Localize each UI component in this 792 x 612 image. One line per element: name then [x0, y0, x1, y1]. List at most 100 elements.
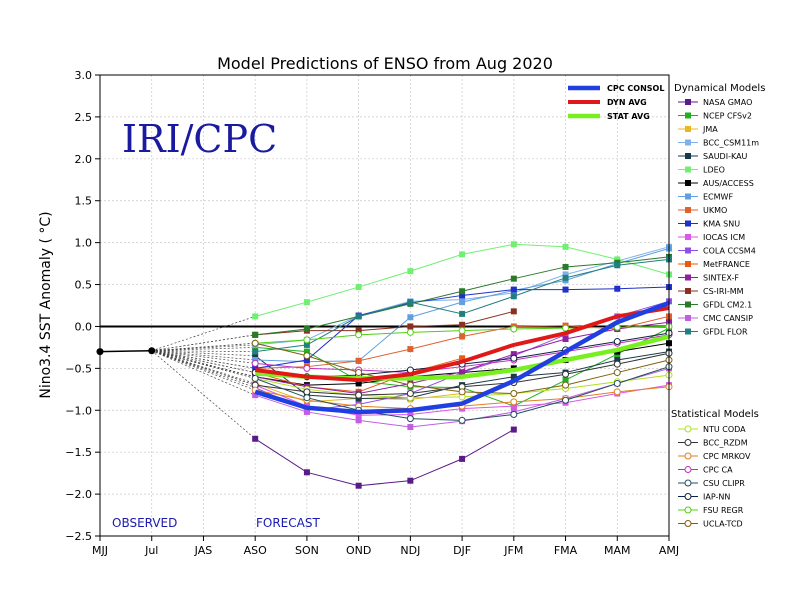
model-point: [613, 379, 621, 387]
model-point: [355, 284, 362, 291]
model-point: [459, 368, 466, 375]
legend-swatch-marker: [684, 520, 692, 527]
model-point: [562, 324, 570, 332]
legend-swatch-marker: [684, 466, 692, 473]
model-point: [252, 331, 259, 338]
legend-label: CPC CONSOL: [607, 84, 664, 93]
model-point: [614, 262, 621, 269]
observed-label: OBSERVED: [112, 516, 177, 530]
legend-label: STAT AVG: [607, 112, 650, 121]
model-point: [459, 292, 466, 299]
model-point: [251, 374, 259, 382]
y-tick-label: 1.0: [75, 237, 93, 250]
legend-label: UKMO: [703, 206, 727, 215]
model-point: [562, 377, 569, 384]
legend-swatch-marker: [685, 247, 691, 254]
guide-line: [151, 350, 256, 357]
legend-label: NCEP CFSv2: [703, 112, 752, 121]
x-axis-ticks: MJJ Jul JAS ASO SON OND NDJ DJF JFM FMA MAM AMJ: [92, 536, 679, 557]
model-point: [510, 308, 517, 315]
legend-label: SAUDI-KAU: [703, 152, 748, 161]
legend-label: NASA GMAO: [703, 98, 752, 107]
model-point: [459, 355, 466, 362]
model-point: [459, 333, 466, 340]
model-point: [510, 373, 517, 380]
y-tick-label: 2.0: [75, 153, 93, 166]
model-point: [303, 336, 311, 344]
model-point: [355, 380, 362, 387]
model-point: [562, 370, 570, 378]
model-point: [303, 388, 311, 396]
model-point: [407, 346, 414, 353]
model-point: [562, 274, 569, 281]
model-point: [614, 356, 621, 363]
model-point: [355, 482, 362, 489]
model-point: [562, 381, 570, 389]
legend-label: IOCAS ICM: [703, 233, 745, 242]
x-tick-label: JFM: [503, 544, 523, 557]
x-tick-label: SON: [295, 544, 319, 557]
legend-label: CMC CANSIP: [703, 314, 753, 323]
model-point: [613, 360, 621, 368]
model-point: [562, 396, 570, 404]
legend-swatch-marker: [685, 220, 691, 227]
model-point: [252, 313, 259, 320]
model-point: [303, 299, 310, 306]
model-point: [355, 417, 362, 424]
legend-swatch-marker: [685, 207, 691, 213]
legend-label: UCLA-TCD: [703, 520, 743, 529]
model-point: [459, 251, 466, 258]
observed-to-forecast-guides: [151, 316, 256, 440]
model-point: [406, 381, 414, 389]
model-point: [303, 341, 310, 348]
model-point: [251, 339, 259, 347]
model-point: [510, 351, 517, 358]
legend-label: ECMWF: [703, 193, 733, 202]
legend-swatch-marker: [685, 139, 691, 146]
legend-label: COLA CCSM4: [703, 247, 756, 256]
statistical-models-legend: Statistical Models NTU CODA BCC_RZDM CPC MR…: [671, 409, 759, 529]
model-point: [407, 424, 414, 431]
model-point: [355, 331, 363, 339]
legend-swatch-marker: [685, 193, 691, 200]
legend-label: KMA SNU: [703, 220, 740, 229]
model-point: [510, 426, 517, 433]
forecast-label: FORECAST: [256, 516, 320, 530]
model-point: [510, 275, 517, 282]
model-point: [252, 435, 259, 442]
y-tick-label: 0.0: [75, 320, 93, 333]
x-tick-label: ASO: [244, 544, 268, 557]
legend-label: CSU CLIPR: [703, 479, 745, 488]
guide-line: [151, 347, 256, 352]
model-point: [613, 338, 621, 346]
average-series: [254, 300, 670, 415]
legend-swatch-marker: [684, 425, 692, 433]
model-point: [614, 256, 621, 263]
guide-line: [151, 350, 256, 373]
legend-swatch-marker: [684, 493, 692, 500]
legend-label: FSU REGR: [703, 506, 744, 515]
x-tick-label: AMJ: [659, 544, 679, 557]
model-point: [407, 477, 414, 484]
model-point: [303, 356, 310, 363]
legend-label: SINTEX-F: [703, 274, 739, 283]
model-point: [251, 359, 259, 367]
model-point: [355, 391, 363, 399]
legend-swatch-marker: [685, 315, 691, 321]
legend-swatch-marker: [685, 180, 691, 186]
model-point: [458, 327, 466, 335]
model-point: [510, 403, 517, 410]
model-point: [562, 336, 569, 343]
guide-line: [151, 350, 256, 379]
model-point: [303, 352, 311, 360]
model-point: [613, 388, 621, 396]
legend-swatch-marker: [685, 234, 691, 240]
x-tick-label: NDJ: [400, 544, 420, 557]
watermark-iri-cpc: IRI/CPC: [122, 117, 277, 161]
observed-point: [148, 347, 156, 355]
legend-swatch-marker: [685, 328, 691, 335]
chart-title: Model Predictions of ENSO from Aug 2020: [217, 54, 553, 73]
model-point: [252, 352, 259, 359]
y-tick-label: 0.5: [75, 279, 93, 292]
y-tick-label: −2.5: [65, 530, 92, 543]
